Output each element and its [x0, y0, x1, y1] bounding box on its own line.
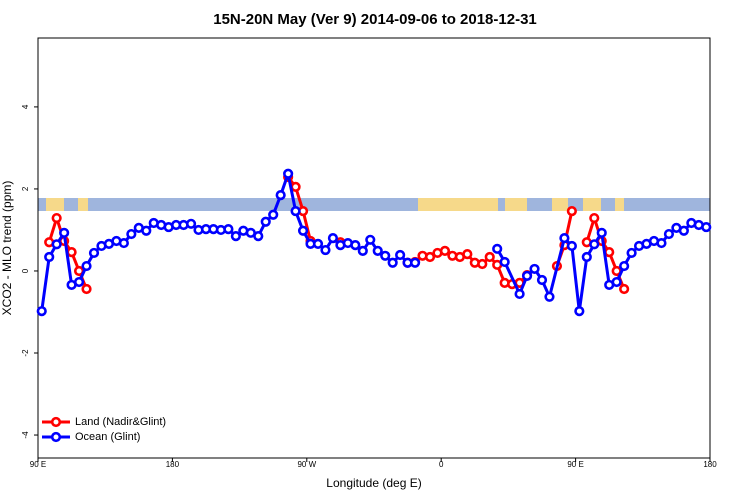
data-point — [268, 209, 279, 220]
data-point — [357, 245, 368, 256]
data-point — [372, 245, 383, 256]
data-point — [73, 276, 85, 288]
data-point — [656, 237, 667, 249]
land-patch — [552, 198, 568, 211]
data-point — [275, 189, 286, 201]
x-tick-label: 90 W — [297, 460, 316, 469]
data-point — [544, 291, 555, 302]
data-point — [678, 225, 689, 236]
data-point — [185, 218, 197, 229]
data-point — [44, 251, 55, 263]
data-point — [141, 225, 152, 236]
data-point — [559, 233, 570, 244]
data-point — [59, 227, 70, 238]
y-tick-label: -2 — [21, 349, 30, 357]
land-patch — [583, 198, 601, 211]
data-point — [521, 270, 533, 281]
data-point — [492, 243, 503, 254]
data-point — [514, 288, 525, 300]
data-point — [66, 247, 77, 258]
data-point — [395, 249, 406, 261]
data-point — [283, 168, 294, 179]
land-patch — [46, 198, 64, 211]
data-point — [51, 239, 62, 250]
y-axis-label: XCO2 - MLO trend (ppm) — [0, 181, 14, 316]
data-point — [312, 238, 324, 249]
data-point — [36, 306, 47, 317]
x-tick-label: 0 — [439, 460, 444, 469]
legend-label: Ocean (Glint) — [75, 431, 140, 443]
y-tick-label: 0 — [21, 268, 30, 273]
map-strip — [38, 198, 710, 211]
data-point — [260, 216, 271, 227]
chart-title: 15N-20N May (Ver 9) 2014-09-06 to 2018-1… — [213, 11, 537, 28]
data-point — [619, 260, 630, 272]
y-tick-label: 4 — [21, 104, 30, 109]
x-tick-label: 90 E — [30, 460, 46, 469]
data-point — [626, 247, 637, 259]
x-tick-label: 180 — [703, 460, 717, 469]
x-tick-label: 180 — [166, 460, 180, 469]
data-point — [327, 233, 339, 244]
data-point — [81, 260, 92, 272]
data-point — [589, 239, 600, 250]
legend-swatch-marker — [50, 416, 62, 428]
data-point — [380, 250, 391, 261]
data-point — [581, 251, 592, 263]
ocean-strip — [38, 198, 710, 211]
land-patch — [78, 198, 88, 211]
legend-swatch-marker — [50, 431, 62, 443]
data-point — [320, 244, 331, 256]
data-point — [619, 283, 630, 295]
data-point — [529, 263, 540, 275]
data-point — [118, 237, 129, 249]
x-axis-label: Longitude (deg E) — [326, 476, 421, 490]
data-point — [611, 276, 622, 288]
data-point — [663, 228, 675, 240]
data-point — [701, 221, 712, 233]
land-patch — [615, 198, 624, 211]
data-point — [574, 306, 585, 317]
land-patch — [418, 198, 498, 211]
data-point — [297, 225, 309, 236]
data-point — [477, 258, 488, 270]
data-point — [566, 205, 577, 217]
data-point — [126, 228, 137, 240]
data-point — [387, 257, 398, 268]
data-point — [290, 205, 301, 217]
y-tick-label: 2 — [21, 186, 30, 191]
land-patch — [505, 198, 527, 211]
data-point — [596, 227, 607, 238]
data-point — [439, 245, 451, 256]
data-point — [230, 231, 241, 242]
data-point — [350, 240, 361, 251]
data-point — [51, 212, 62, 224]
data-point — [484, 251, 495, 263]
data-point — [589, 212, 600, 224]
data-point — [88, 247, 100, 259]
data-point — [566, 240, 577, 252]
data-point — [536, 274, 548, 286]
plot-frame — [37, 37, 711, 459]
data-point — [604, 247, 615, 258]
y-tick-label: -4 — [21, 431, 30, 439]
data-point — [365, 234, 376, 245]
legend: Land (Nadir&Glint) Ocean (Glint) — [42, 416, 166, 443]
data-point — [223, 224, 234, 235]
data-point — [499, 256, 510, 268]
data-point — [290, 181, 301, 192]
data-point — [81, 283, 92, 295]
data-point — [409, 257, 421, 268]
data-point — [462, 249, 473, 260]
data-point — [424, 251, 436, 263]
x-tick-label: 90 E — [567, 460, 583, 469]
data-point — [253, 231, 264, 242]
legend-label: Land (Nadir&Glint) — [75, 416, 166, 428]
